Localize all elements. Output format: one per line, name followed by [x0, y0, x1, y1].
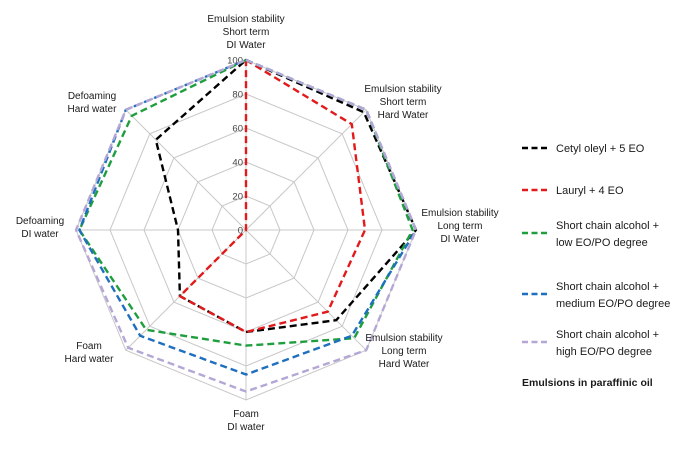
tick-label: 20	[232, 192, 243, 203]
series-line	[154, 58, 418, 334]
legend-label: Cetyl oleyl + 5 EO	[556, 143, 645, 155]
axis-label: Defoaming DI water	[16, 216, 64, 240]
axis-label: Emulsion stability Short term DI Water	[207, 14, 284, 51]
axis-label: Emulsion stability Short term Hard Water	[364, 84, 441, 121]
legend-label: Short chain alcohol + low EO/PO degree	[556, 220, 659, 249]
legend-label: Short chain alcohol + medium EO/PO degree	[556, 281, 670, 310]
grid-spoke	[125, 109, 247, 231]
tick-label: 80	[232, 90, 243, 101]
axis-label: Emulsion stability Long term DI Water	[421, 208, 498, 245]
data-series	[74, 58, 418, 393]
grid-spoke	[245, 109, 367, 231]
axis-labels: Emulsion stability Short term DI Water Emul…	[16, 14, 499, 433]
axis-label: Foam DI water	[227, 409, 265, 433]
legend-label: Lauryl + 4 EO	[556, 185, 624, 197]
tick-label: 60	[232, 124, 243, 135]
radial-tick-labels: 0 20 40 60 80 100	[227, 56, 243, 237]
axis-label: Defoaming Hard water	[68, 91, 118, 115]
tick-label: 100	[227, 56, 243, 67]
axis-label: Foam Hard water	[65, 341, 115, 365]
axis-label: Emulsion stability Long term Hard Water	[365, 333, 442, 370]
grid-spoke	[245, 229, 367, 351]
tick-label: 0	[238, 226, 243, 237]
legend-label: Short chain alcohol + high EO/PO degree	[556, 329, 659, 358]
chart-note: Emulsions in paraffinic oil	[522, 377, 653, 389]
tick-label: 40	[232, 158, 243, 169]
legend: Cetyl oleyl + 5 EO Lauryl + 4 EO Short cha…	[522, 143, 670, 358]
